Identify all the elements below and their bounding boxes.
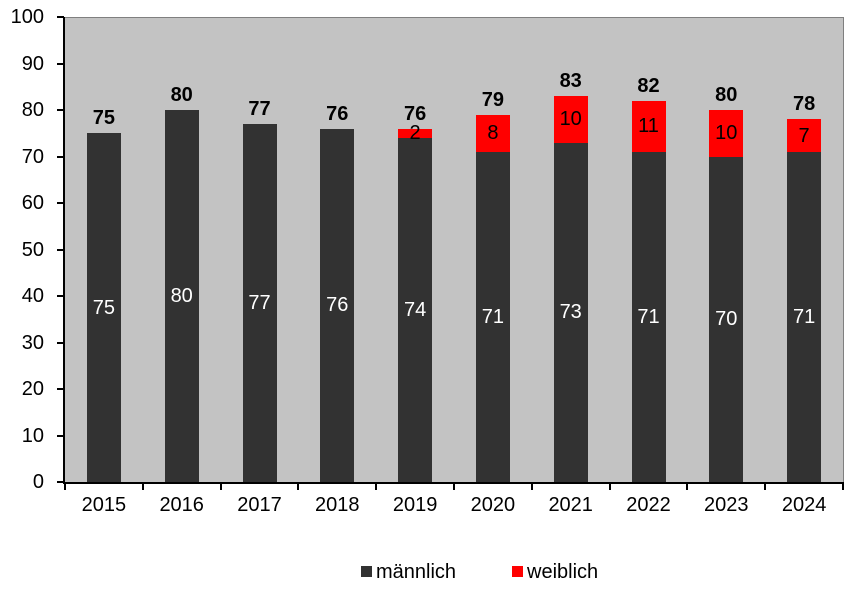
bar-label-maennlich: 71 <box>481 305 505 328</box>
bar-label-maennlich: 76 <box>326 294 349 317</box>
y-tick <box>57 62 64 65</box>
x-tick <box>141 484 144 490</box>
y-tick-label: 30 <box>21 331 44 354</box>
y-tick <box>57 481 64 483</box>
bar-label-maennlich: 77 <box>248 291 271 314</box>
bar-label-maennlich: 71 <box>792 305 816 328</box>
legend-swatch-weiblich-icon <box>512 566 523 577</box>
bar-total-label: 76 <box>326 102 349 125</box>
x-tick <box>530 484 533 490</box>
x-tick <box>64 484 66 490</box>
bar-total-label: 79 <box>481 88 505 111</box>
bar-segment-maennlich <box>242 123 277 482</box>
legend-label-weiblich: weiblich <box>527 561 599 583</box>
x-tick <box>453 484 455 490</box>
x-tick-label: 2023 <box>704 494 749 516</box>
bar-label-maennlich: 80 <box>170 285 193 307</box>
bar-segment-weiblich <box>787 119 822 152</box>
x-tick-label: 2015 <box>81 494 127 516</box>
y-tick-label: 60 <box>21 192 44 214</box>
y-tick-label: 50 <box>21 238 44 261</box>
x-tick-label: 2024 <box>781 494 827 516</box>
bar-segment-maennlich <box>553 142 588 482</box>
y-tick-label: 40 <box>21 285 44 307</box>
x-tick <box>686 484 689 490</box>
bar-label-weiblich: 2 <box>409 122 421 145</box>
bar-segment-weiblich <box>475 114 510 152</box>
y-tick <box>57 109 64 111</box>
x-tick <box>842 484 844 490</box>
y-tick <box>57 295 64 297</box>
x-tick-label: 2017 <box>237 494 282 516</box>
bar-label-weiblich: 11 <box>638 115 659 138</box>
y-tick-label: 90 <box>21 52 44 75</box>
bar-total-label: 76 <box>403 102 427 125</box>
x-tick <box>219 484 222 490</box>
bar-segment-maennlich <box>787 151 822 482</box>
y-tick <box>57 434 64 437</box>
y-tick-label: 10 <box>21 424 44 447</box>
bar-total-label: 82 <box>637 74 660 97</box>
bar-label-weiblich: 7 <box>798 124 810 147</box>
bar-segment-weiblich <box>398 128 433 138</box>
bar-segment-weiblich <box>709 110 744 157</box>
x-tick-label: 2016 <box>159 494 204 516</box>
x-tick-label: 2022 <box>626 494 671 516</box>
y-tick <box>57 202 64 204</box>
x-tick <box>608 484 611 490</box>
x-tick <box>764 484 767 490</box>
bar-label-maennlich: 71 <box>637 305 660 328</box>
bar-segment-maennlich <box>475 151 510 482</box>
bar-total-label: 83 <box>559 70 582 93</box>
x-tick <box>297 484 300 490</box>
x-tick-label: 2021 <box>548 494 593 516</box>
y-tick-label: 100 <box>10 6 44 28</box>
y-tick-label: 20 <box>21 378 44 400</box>
bar-segment-maennlich <box>709 156 744 482</box>
bar-label-maennlich: 75 <box>92 296 116 319</box>
legend-swatch-maennlich-icon <box>361 566 372 577</box>
y-tick <box>57 16 64 18</box>
bar-label-maennlich: 73 <box>559 301 582 324</box>
y-tick <box>57 155 64 158</box>
y-tick <box>57 341 64 344</box>
bar-label-maennlich: 70 <box>715 308 738 331</box>
bar-label-weiblich: 10 <box>715 122 738 145</box>
bar-segment-maennlich <box>164 110 199 482</box>
y-tick-label: 70 <box>21 145 44 168</box>
bar-segment-maennlich <box>86 133 121 482</box>
x-tick <box>375 484 378 490</box>
bar-segment-weiblich <box>631 100 666 152</box>
bar-label-maennlich: 74 <box>403 298 427 321</box>
y-axis-line <box>63 17 65 484</box>
y-tick <box>57 248 64 251</box>
legend-label-maennlich: männlich <box>376 561 457 583</box>
x-tick-label: 2019 <box>392 494 438 516</box>
bar-segment-maennlich <box>398 137 433 482</box>
bar-label-weiblich: 8 <box>487 122 499 145</box>
y-tick-label: 0 <box>32 471 44 493</box>
bar-segment-maennlich <box>631 151 666 482</box>
x-tick-label: 2020 <box>470 494 516 516</box>
bar-label-weiblich: 10 <box>559 108 582 131</box>
bar-segment-maennlich <box>320 128 355 482</box>
y-tick-label: 80 <box>21 99 44 121</box>
x-tick-label: 2018 <box>315 494 360 516</box>
x-axis-line <box>63 482 844 484</box>
bar-total-label: 77 <box>248 97 271 120</box>
bar-total-label: 80 <box>715 84 738 106</box>
bar-total-label: 80 <box>170 84 193 106</box>
y-tick <box>57 388 64 390</box>
bar-segment-weiblich <box>553 96 588 143</box>
bar-total-label: 78 <box>792 93 816 116</box>
bar-total-label: 75 <box>92 107 116 130</box>
